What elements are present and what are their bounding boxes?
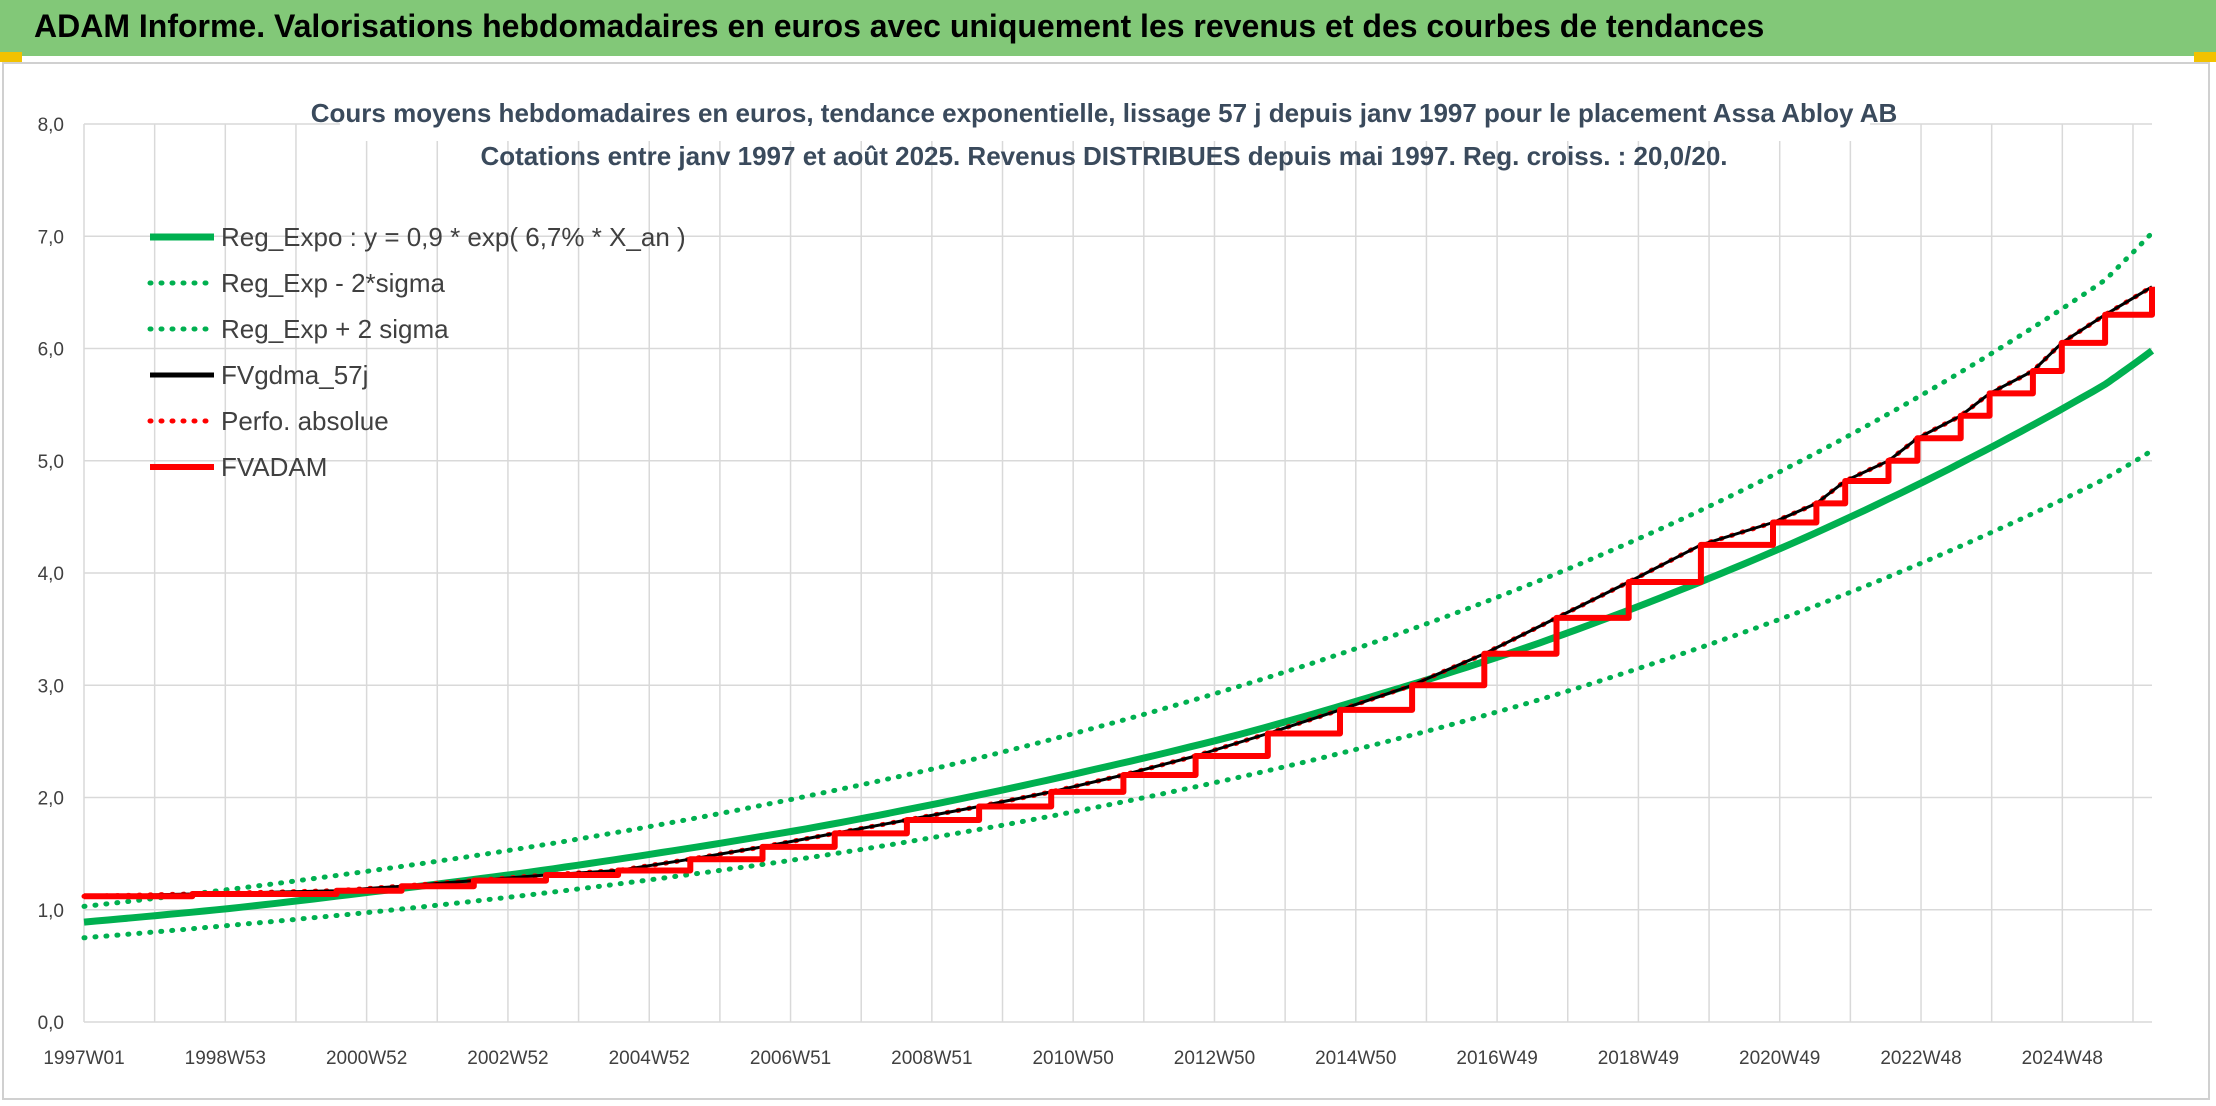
legend-label: Reg_Exp - 2*sigma xyxy=(221,268,446,298)
y-tick-label: 7,0 xyxy=(38,227,64,248)
x-tick-label: 2006W51 xyxy=(750,1048,831,1069)
banner-accent-left xyxy=(0,52,22,62)
legend-label: Reg_Expo : y = 0,9 * exp( 6,7% * X_an ) xyxy=(221,222,686,252)
series-line-2 xyxy=(81,230,2155,909)
x-tick-label: 1997W01 xyxy=(43,1048,124,1069)
legend: Reg_Expo : y = 0,9 * exp( 6,7% * X_an ) R… xyxy=(147,222,686,482)
series-line-0 xyxy=(83,347,2155,926)
series-line-1 xyxy=(81,448,2155,941)
chart-subtitle: Cotations entre janv 1997 et août 2025. … xyxy=(480,141,1727,171)
series-line-5 xyxy=(84,286,2155,900)
x-tick-label: 2020W49 xyxy=(1739,1048,1820,1069)
chart-frame xyxy=(2,62,2210,1100)
y-tick-label: 0,0 xyxy=(38,1013,64,1034)
x-tick-label: 2018W49 xyxy=(1598,1048,1679,1069)
legend-label: FVgdma_57j xyxy=(221,360,368,390)
series-layer xyxy=(81,230,2155,941)
x-tick-label: 2004W52 xyxy=(609,1048,690,1069)
legend-label: FVADAM xyxy=(221,452,327,482)
x-tick-label: 2014W50 xyxy=(1315,1048,1396,1069)
series-line-3 xyxy=(83,285,2153,898)
y-tick-label: 5,0 xyxy=(38,452,64,473)
axis-layer: 0,0 1,0 2,0 3,0 4,0 5,0 6,0 7,0 8,0 1997W01 1998W5… xyxy=(38,115,2103,1069)
banner-accent-right xyxy=(2194,52,2216,62)
series-line-4 xyxy=(81,284,2155,899)
x-tick-label: 2016W49 xyxy=(1456,1048,1537,1069)
title-backdrop xyxy=(340,97,1870,141)
x-tick-label: 2000W52 xyxy=(326,1048,407,1069)
x-tick-label: 2010W50 xyxy=(1032,1048,1113,1069)
chart-title: Cours moyens hebdomadaires en euros, ten… xyxy=(311,98,1898,128)
x-tick-label: 2008W51 xyxy=(891,1048,972,1069)
y-tick-label: 4,0 xyxy=(38,564,64,585)
legend-label: Perfo. absolue xyxy=(221,406,389,436)
x-tick-label: 2012W50 xyxy=(1174,1048,1255,1069)
y-tick-label: 2,0 xyxy=(38,789,64,810)
title-banner: ADAM Informe. Valorisations hebdomadaire… xyxy=(0,0,2216,56)
y-tick-label: 8,0 xyxy=(38,115,64,136)
x-tick-label: 2022W48 xyxy=(1880,1048,1961,1069)
x-tick-label: 2002W52 xyxy=(467,1048,548,1069)
y-tick-label: 3,0 xyxy=(38,676,64,697)
y-tick-label: 6,0 xyxy=(38,340,64,361)
banner-title: ADAM Informe. Valorisations hebdomadaire… xyxy=(34,8,1765,44)
y-tick-label: 1,0 xyxy=(38,901,64,922)
x-tick-label: 2024W48 xyxy=(2022,1048,2103,1069)
x-tick-label: 1998W53 xyxy=(185,1048,266,1069)
grid-layer xyxy=(83,123,2152,1023)
legend-label: Reg_Exp + 2 sigma xyxy=(221,314,449,344)
